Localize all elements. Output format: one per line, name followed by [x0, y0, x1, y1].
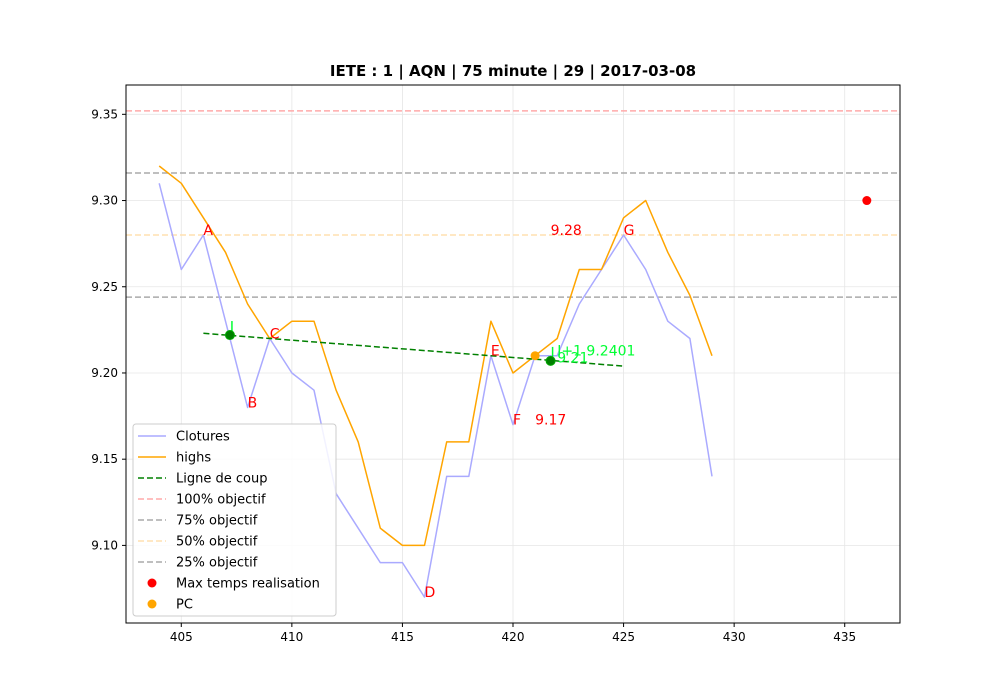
scatter-point: [530, 351, 540, 361]
annotation-label: 9.17: [535, 413, 566, 429]
x-tick-label: 415: [391, 630, 414, 644]
y-tick-label: 9.30: [91, 194, 118, 208]
trade-marker: [224, 330, 235, 341]
legend-label: highs: [176, 451, 211, 466]
scatter-point: [862, 196, 872, 206]
annotation-label: B: [248, 395, 258, 411]
annotation-label: C: [270, 326, 280, 342]
y-tick-label: 9.25: [91, 280, 118, 294]
annotation-label: G: [624, 223, 635, 239]
legend-label: 25% objectif: [176, 556, 258, 571]
legend-label: 75% objectif: [176, 514, 258, 529]
x-tick-label: 425: [612, 630, 635, 644]
annotation-label: 9.21: [557, 351, 588, 367]
annotation-layer: A B C D E F G 9.28 9.17 9.21I+1 9.2401: [203, 223, 635, 601]
annotation-label: F: [513, 413, 521, 429]
series-line: [158, 165, 713, 547]
x-tick-label: 405: [170, 630, 193, 644]
legend-label: 50% objectif: [176, 535, 258, 550]
y-tick-label: 9.15: [91, 452, 118, 466]
annotation-label: E: [491, 344, 500, 360]
annotation-label: 9.28: [551, 223, 582, 239]
annotation-label: I+1 9.2401: [557, 344, 635, 360]
x-tick-label: 410: [280, 630, 303, 644]
y-tick-label: 9.20: [91, 366, 118, 380]
annotation-label: D: [425, 585, 436, 601]
legend-label: PC: [176, 598, 193, 613]
axis-layer: 405 410 415 420 425 430 435 9.10 9.15 9.20 9.25 9.3…: [91, 107, 856, 644]
chart-title: IETE : 1 | AQN | 75 minute | 29 | 2017-0…: [330, 62, 696, 81]
y-tick-label: 9.35: [91, 107, 118, 121]
series-line: [158, 183, 713, 598]
trade-marker: [545, 355, 556, 366]
x-tick-label: 430: [723, 630, 746, 644]
legend-label: Ligne de coup: [176, 472, 267, 487]
y-tick-label: 9.10: [91, 538, 118, 552]
legend-label: Max temps realisation: [176, 577, 320, 592]
marker-layer: [224, 196, 872, 366]
legend-box: [132, 423, 337, 617]
annotation-label: A: [203, 223, 213, 239]
objective-lines: [126, 110, 900, 298]
x-tick-label: 435: [833, 630, 856, 644]
legend-swatch: [147, 599, 157, 609]
legend-label: 100% objectif: [176, 493, 266, 508]
legend-swatch: [147, 578, 157, 588]
legend-label: Clotures: [176, 430, 230, 445]
x-tick-label: 420: [502, 630, 525, 644]
legend: Clotures highs Ligne de coup 100% objectif 7…: [132, 423, 337, 617]
